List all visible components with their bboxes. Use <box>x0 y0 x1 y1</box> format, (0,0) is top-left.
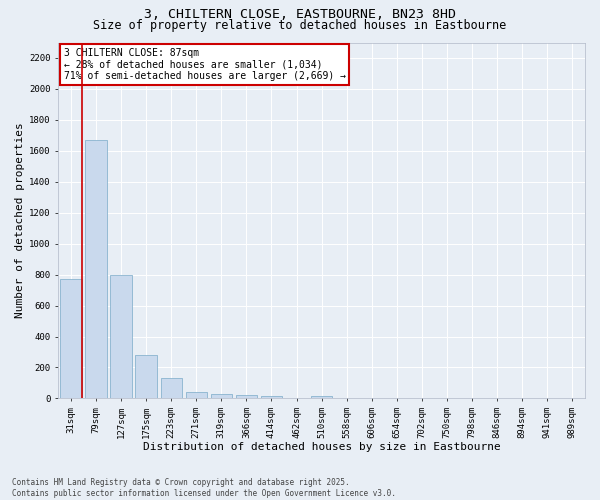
Text: Contains HM Land Registry data © Crown copyright and database right 2025.
Contai: Contains HM Land Registry data © Crown c… <box>12 478 396 498</box>
Text: Size of property relative to detached houses in Eastbourne: Size of property relative to detached ho… <box>94 18 506 32</box>
Bar <box>211 394 232 398</box>
Text: 3 CHILTERN CLOSE: 87sqm
← 28% of detached houses are smaller (1,034)
71% of semi: 3 CHILTERN CLOSE: 87sqm ← 28% of detache… <box>64 48 346 81</box>
X-axis label: Distribution of detached houses by size in Eastbourne: Distribution of detached houses by size … <box>143 442 500 452</box>
Y-axis label: Number of detached properties: Number of detached properties <box>15 122 25 318</box>
Bar <box>110 274 131 398</box>
Bar <box>311 396 332 398</box>
Bar <box>236 396 257 398</box>
Bar <box>161 378 182 398</box>
Bar <box>261 396 282 398</box>
Text: 3, CHILTERN CLOSE, EASTBOURNE, BN23 8HD: 3, CHILTERN CLOSE, EASTBOURNE, BN23 8HD <box>144 8 456 20</box>
Bar <box>136 355 157 399</box>
Bar <box>60 280 82 398</box>
Bar <box>185 392 207 398</box>
Bar <box>85 140 107 398</box>
